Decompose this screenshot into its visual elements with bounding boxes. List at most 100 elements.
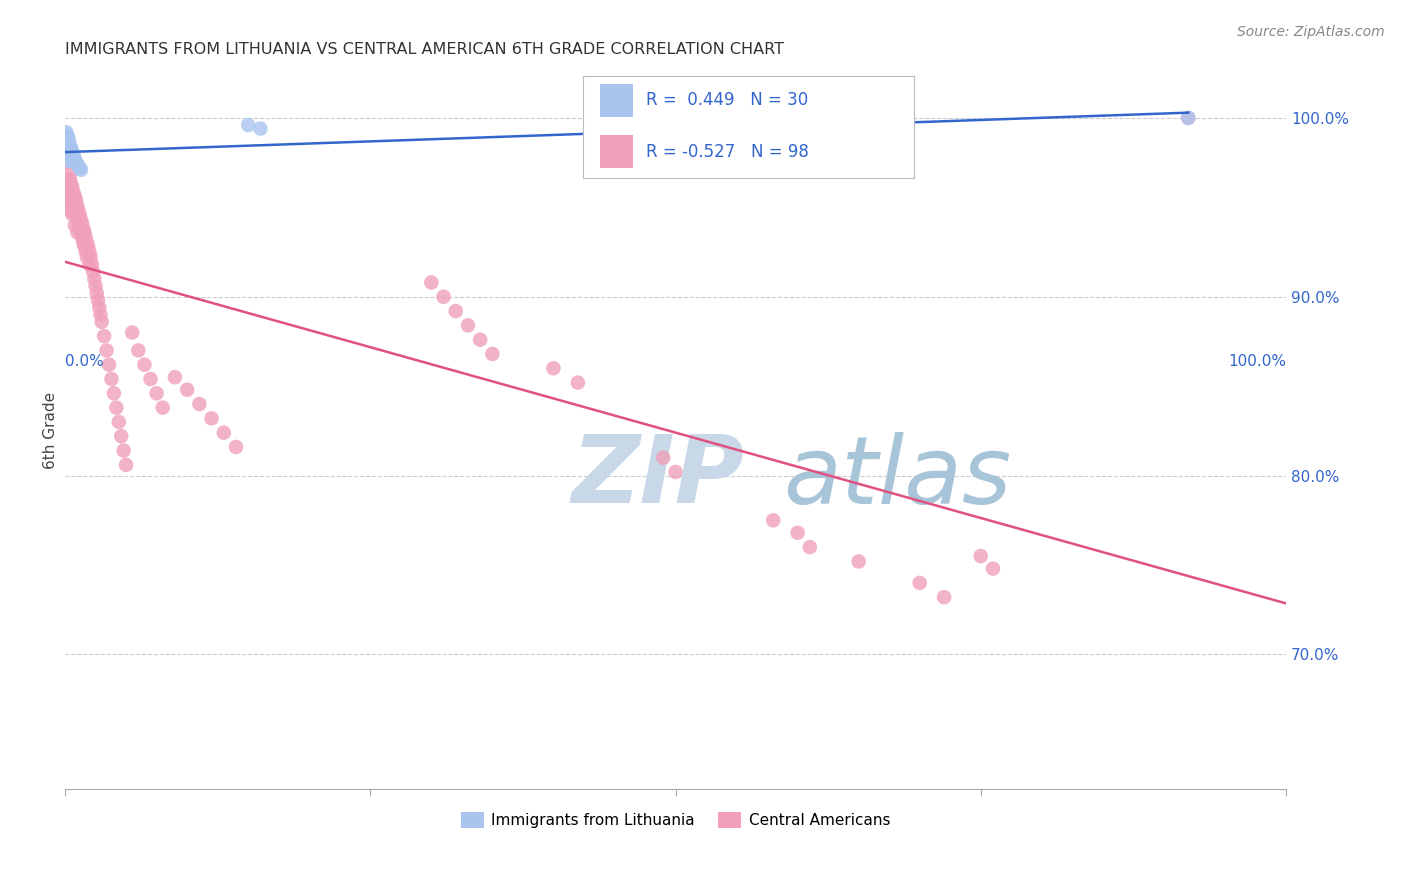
Point: [72, 221, 94, 235]
Point: [70, 216, 93, 230]
Point: [112, 443, 135, 458]
Point: [56, 173, 79, 187]
Point: [121, 326, 143, 340]
Text: R =  0.449   N = 30: R = 0.449 N = 30: [647, 92, 808, 110]
Point: [225, 440, 247, 454]
Point: [212, 425, 235, 440]
Point: [76, 236, 98, 251]
Point: [76, 251, 98, 265]
Point: [200, 411, 222, 425]
Text: R = -0.527   N = 98: R = -0.527 N = 98: [647, 143, 808, 161]
Point: [799, 540, 821, 554]
Point: [70, 212, 93, 227]
Point: [58, 139, 80, 153]
Point: [59, 143, 82, 157]
Point: [67, 203, 90, 218]
Point: [66, 211, 89, 225]
Point: [59, 200, 82, 214]
Point: [65, 207, 87, 221]
Point: [152, 401, 174, 415]
Point: [762, 513, 785, 527]
Point: [139, 372, 162, 386]
Point: [87, 293, 110, 308]
Point: [848, 554, 870, 568]
Point: [58, 168, 80, 182]
Point: [470, 333, 492, 347]
Point: [60, 180, 83, 194]
Point: [70, 225, 93, 239]
Point: [115, 458, 138, 472]
Point: [56, 186, 79, 200]
Point: [75, 245, 97, 260]
Point: [62, 186, 84, 200]
Point: [79, 258, 101, 272]
Point: [59, 150, 82, 164]
Point: [1177, 111, 1199, 125]
Point: [56, 150, 79, 164]
Point: [80, 251, 103, 265]
Point: [69, 161, 91, 175]
Point: [908, 575, 931, 590]
Text: IMMIGRANTS FROM LITHUANIA VS CENTRAL AMERICAN 6TH GRADE CORRELATION CHART: IMMIGRANTS FROM LITHUANIA VS CENTRAL AME…: [65, 42, 785, 57]
Point: [63, 218, 86, 232]
Point: [134, 358, 156, 372]
Point: [93, 329, 115, 343]
Point: [63, 203, 86, 218]
Point: [60, 189, 83, 203]
Point: [82, 265, 104, 279]
Point: [69, 221, 91, 235]
Point: [62, 148, 84, 162]
Point: [72, 236, 94, 251]
Point: [1177, 111, 1199, 125]
Point: [55, 137, 77, 152]
Point: [543, 361, 565, 376]
Point: [249, 121, 271, 136]
Point: [59, 137, 82, 152]
Point: [58, 153, 80, 168]
Point: [62, 200, 84, 214]
Point: [65, 193, 87, 207]
Point: [58, 132, 80, 146]
Point: [98, 358, 121, 372]
Point: [89, 308, 111, 322]
Point: [58, 146, 80, 161]
Point: [567, 376, 589, 390]
Point: [59, 171, 82, 186]
Point: [60, 153, 83, 168]
Point: [73, 225, 96, 239]
Point: [444, 304, 467, 318]
Point: [73, 240, 96, 254]
Point: [56, 143, 79, 157]
Point: [69, 207, 91, 221]
Point: [55, 182, 77, 196]
Point: [432, 290, 454, 304]
Point: [66, 225, 89, 239]
Point: [60, 203, 83, 218]
Text: Source: ZipAtlas.com: Source: ZipAtlas.com: [1237, 25, 1385, 39]
Point: [79, 245, 101, 260]
Point: [60, 177, 83, 191]
Point: [55, 155, 77, 169]
Point: [66, 198, 89, 212]
Text: atlas: atlas: [783, 432, 1011, 523]
Point: [86, 286, 108, 301]
Point: [107, 415, 129, 429]
Point: [58, 196, 80, 211]
Point: [457, 318, 479, 333]
Point: [60, 146, 83, 161]
Point: [75, 231, 97, 245]
Point: [65, 155, 87, 169]
Point: [970, 549, 993, 563]
Point: [176, 383, 198, 397]
Point: [56, 136, 79, 150]
Point: [67, 159, 90, 173]
Point: [70, 162, 93, 177]
Point: [932, 590, 955, 604]
Y-axis label: 6th Grade: 6th Grade: [44, 392, 58, 469]
Point: [981, 561, 1004, 575]
Point: [238, 118, 260, 132]
Point: [55, 189, 77, 203]
Point: [55, 125, 77, 139]
Bar: [600, 84, 633, 117]
Point: [100, 372, 122, 386]
